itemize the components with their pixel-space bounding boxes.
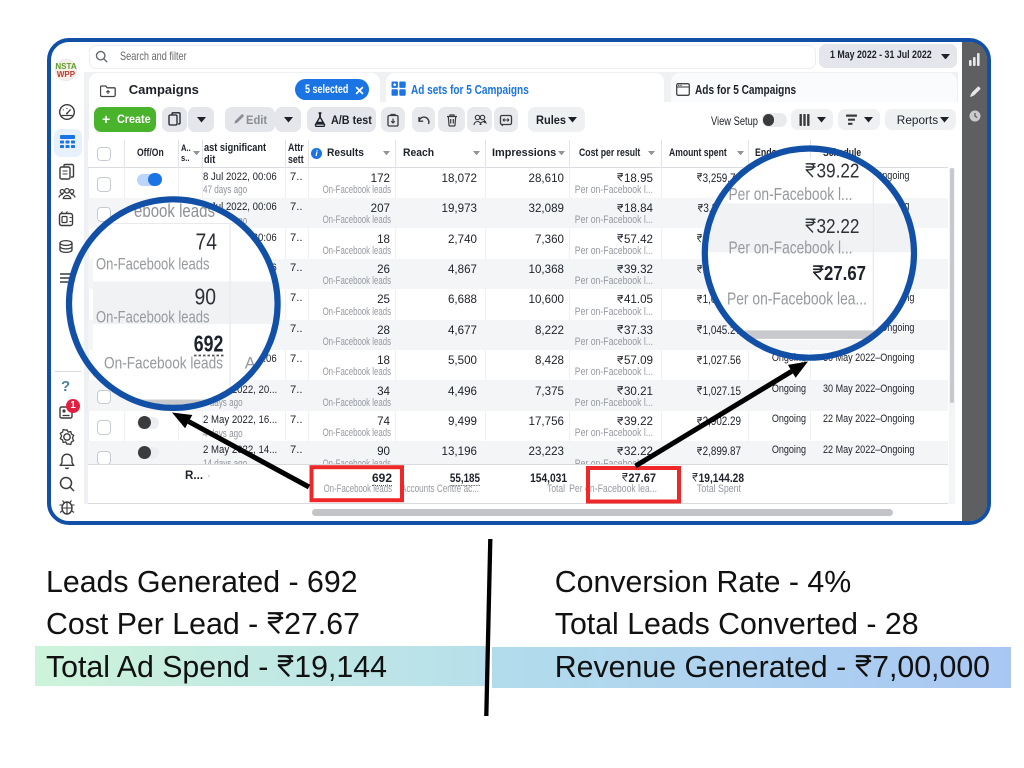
svg-text:Per on-Facebook l...: Per on-Facebook l... [729, 238, 853, 258]
svg-text:27.67: 27.67 [824, 262, 866, 285]
svg-text:74: 74 [196, 228, 218, 254]
svg-text:WPP: WPP [57, 70, 76, 79]
svg-text:On-Facebook leads: On-Facebook leads [96, 255, 210, 273]
svg-text:ebook leads: ebook leads [134, 200, 215, 221]
svg-text:32.22: 32.22 [817, 216, 860, 238]
svg-text:NSTA: NSTA [55, 62, 76, 71]
svg-text:Per on-Facebook l...: Per on-Facebook l... [729, 184, 853, 204]
svg-text:On-Facebook leads: On-Facebook leads [96, 309, 210, 327]
svg-text:692: 692 [194, 331, 224, 357]
svg-text:On-Facebook leads: On-Facebook leads [104, 354, 223, 372]
svg-text:Per on-Facebook lea...: Per on-Facebook lea... [727, 288, 867, 308]
svg-text:39.22: 39.22 [817, 160, 860, 182]
svg-text:90: 90 [195, 283, 217, 309]
